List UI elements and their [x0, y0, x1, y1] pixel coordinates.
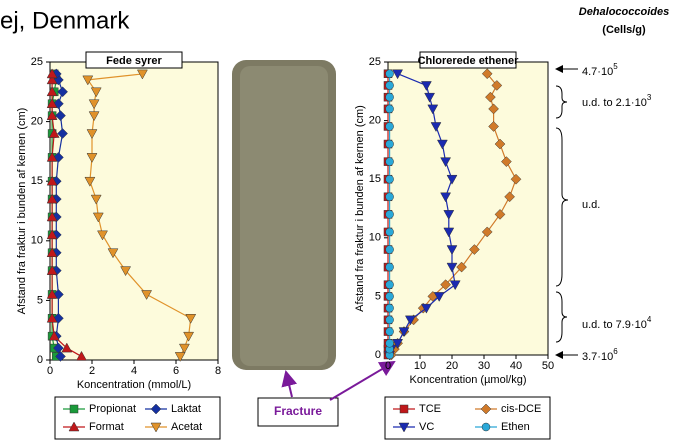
y-axis-label: Afstand fra fraktur i bunden af kernen (… [354, 105, 366, 312]
chart-title: Fede syrer [106, 55, 162, 67]
annotation-text: u.d. [582, 199, 600, 211]
x-tick-label: 2 [89, 365, 95, 377]
annotation: u.d. [582, 199, 600, 211]
marker [386, 228, 394, 236]
marker [386, 304, 394, 312]
y-tick-label: 20 [369, 115, 381, 127]
brace [556, 128, 568, 286]
y-tick-label: 10 [369, 232, 381, 244]
annotation-exp: 5 [613, 62, 618, 71]
core-photo-inner [240, 66, 328, 366]
x-tick-label: 50 [542, 360, 554, 372]
organism: Dehalococcoides [579, 6, 669, 18]
arrow [286, 372, 292, 397]
y-tick-label: 15 [31, 175, 43, 187]
annotation-exp: 4 [647, 315, 652, 324]
annotation-text: 4.7·10 [582, 66, 613, 78]
marker [386, 328, 394, 336]
unit: (Cells/g) [602, 24, 646, 36]
legend-label: Format [89, 421, 124, 433]
y-tick-label: 20 [31, 116, 43, 128]
marker [386, 210, 394, 218]
marker [386, 175, 394, 183]
x-tick-label: 20 [446, 360, 458, 372]
y-tick-label: 25 [369, 56, 381, 68]
marker [386, 140, 394, 148]
annotation: 3.7·106 [582, 347, 618, 363]
y-tick-label: 0 [37, 354, 43, 366]
legend-label: Acetat [171, 421, 202, 433]
marker [386, 281, 394, 289]
annotation-exp: 6 [613, 347, 618, 356]
x-tick-label: 4 [131, 365, 137, 377]
marker [386, 316, 394, 324]
marker [386, 105, 394, 113]
y-axis-label: Afstand fra fraktur i bunden af kernen (… [16, 108, 28, 315]
legend-label: cis-DCE [501, 403, 541, 415]
x-tick-label: 6 [173, 365, 179, 377]
x-tick-label: 40 [510, 360, 522, 372]
x-axis-label: Koncentration (µmol/kg) [410, 374, 527, 386]
y-tick-label: 5 [375, 290, 381, 302]
x-tick-label: 30 [478, 360, 490, 372]
y-tick-label: 10 [31, 235, 43, 247]
marker [386, 122, 394, 130]
x-axis-label: Koncentration (mmol/L) [77, 379, 191, 391]
marker [386, 81, 394, 89]
marker [386, 193, 394, 201]
annotation: 4.7·105 [582, 62, 618, 78]
brace [556, 292, 567, 342]
marker [386, 263, 394, 271]
slide-title: ej, Denmark [0, 7, 130, 34]
chart-title: Chlorerede ethener [418, 55, 520, 67]
legend-label: TCE [419, 403, 441, 415]
annotation-text: u.d. to 2.1·10 [582, 97, 647, 109]
legend-label: Ethen [501, 421, 530, 433]
y-tick-label: 15 [369, 173, 381, 185]
marker [386, 93, 394, 101]
legend-label: VC [419, 421, 434, 433]
y-tick-label: 5 [37, 294, 43, 306]
fracture-label: Fracture [274, 404, 322, 418]
marker [386, 70, 394, 78]
x-tick-label: 0 [47, 365, 53, 377]
annotation-exp: 3 [647, 93, 652, 102]
marker [386, 339, 394, 347]
x-tick-label: 8 [215, 365, 221, 377]
x-tick-label: 10 [414, 360, 426, 372]
y-tick-label: 25 [31, 56, 43, 68]
x-tick-label: 0 [385, 360, 391, 372]
legend-label: Propionat [89, 403, 136, 415]
annotation-text: 3.7·10 [582, 351, 613, 363]
marker [386, 246, 394, 254]
legend-marker [482, 423, 490, 431]
legend-label: Laktat [171, 403, 201, 415]
brace [556, 86, 567, 118]
annotation-text: u.d. to 7.9·10 [582, 319, 647, 331]
legend-marker [400, 405, 408, 413]
legend-marker [70, 405, 78, 413]
annotation: u.d. to 2.1·103 [582, 93, 652, 109]
slide: ej, Denmark Dehalococcoides (Cells/g) Fr… [0, 0, 683, 442]
y-tick-label: 0 [375, 349, 381, 361]
annotation: u.d. to 7.9·104 [582, 315, 652, 331]
marker [386, 292, 394, 300]
marker [386, 158, 394, 166]
plot-area [388, 62, 548, 355]
